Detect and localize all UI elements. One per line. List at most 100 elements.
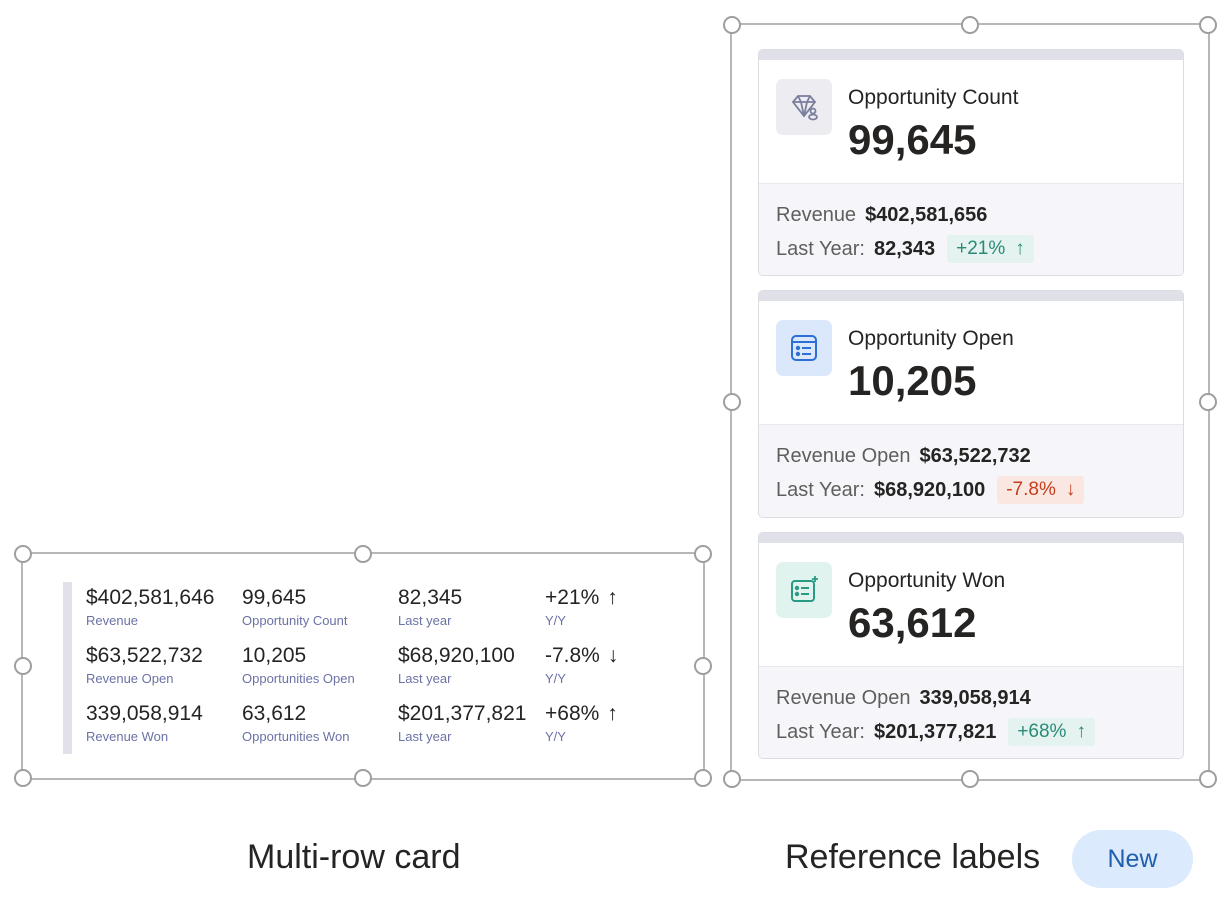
- reference-value: 82,343: [873, 237, 936, 260]
- arrow-up-icon: ↑: [607, 702, 618, 725]
- yoy-value: +21%: [545, 586, 600, 609]
- trend-badge: +68% ↑: [1008, 718, 1095, 746]
- reference-caption: Reference labels: [785, 838, 1041, 876]
- last-year-label: Last year: [398, 613, 452, 628]
- reference-line: Last Year: $201,377,821 +68% ↑: [776, 715, 1166, 749]
- kpi-card[interactable]: Opportunity Count 99,645 Revenue $402,58…: [758, 49, 1184, 276]
- last-year-label: Last year: [398, 671, 452, 686]
- card-title: Opportunity Won: [848, 569, 1006, 592]
- card-accent-bar: [759, 533, 1183, 543]
- revenue-cell: $402,581,646 Revenue: [86, 586, 214, 628]
- last-year-cell: 82,345 Last year: [398, 586, 462, 628]
- reference-label: Last Year:: [776, 237, 865, 260]
- resize-handle-top-left[interactable]: [14, 545, 32, 563]
- resize-handle-top-left[interactable]: [723, 16, 741, 34]
- yoy-cell: -7.8% ↓ Y/Y: [545, 644, 618, 686]
- count-label: Opportunity Count: [242, 613, 348, 628]
- reference-label: Revenue: [776, 203, 857, 226]
- arrow-down-icon: ↓: [1065, 479, 1076, 500]
- arrow-up-icon: ↑: [1015, 238, 1025, 259]
- yoy-cell: +21% ↑ Y/Y: [545, 586, 618, 628]
- kpi-card[interactable]: Opportunity Open 10,205 Revenue Open $63…: [758, 290, 1184, 518]
- reference-line: Last Year: 82,343 +21% ↑: [776, 232, 1166, 266]
- kpi-card[interactable]: Opportunity Won 63,612 Revenue Open 339,…: [758, 532, 1184, 759]
- trend-badge: -7.8% ↓: [997, 476, 1085, 504]
- card-header: Opportunity Won 63,612: [759, 543, 1183, 666]
- revenue-value: 339,058,914: [86, 702, 203, 725]
- card-header: Opportunity Open 10,205: [759, 301, 1183, 424]
- resize-handle-top[interactable]: [354, 545, 372, 563]
- last-year-cell: $68,920,100 Last year: [398, 644, 515, 686]
- revenue-label: Revenue Won: [86, 729, 169, 744]
- multirow-card-visual[interactable]: $402,581,646 Revenue 99,645 Opportunity …: [14, 545, 712, 787]
- resize-handle-bottom-left[interactable]: [723, 770, 741, 788]
- last-year-value: 82,345: [398, 586, 463, 609]
- reference-labels: Revenue $402,581,656 Last Year: 82,343 +…: [759, 183, 1183, 275]
- count-label: Opportunities Won: [242, 729, 350, 744]
- yoy-label: Y/Y: [545, 613, 566, 628]
- count-cell: 63,612 Opportunities Won: [242, 702, 349, 744]
- reference-value: $402,581,656: [865, 203, 988, 226]
- reference-value: $68,920,100: [873, 478, 986, 501]
- revenue-value: $402,581,646: [86, 586, 215, 609]
- reference-value: $201,377,821: [873, 720, 997, 743]
- count-cell: 99,645 Opportunity Count: [242, 586, 348, 628]
- yoy-label: Y/Y: [545, 671, 566, 686]
- reference-line: Revenue Open 339,058,914: [776, 681, 1166, 715]
- last-year-label: Last year: [398, 729, 452, 744]
- last-year-cell: $201,377,821 Last year: [398, 702, 526, 744]
- list-icon: [776, 320, 832, 376]
- accent-bar: [63, 582, 72, 754]
- reference-line: Revenue Open $63,522,732: [776, 439, 1166, 473]
- badge-percent: +21%: [956, 238, 1006, 259]
- card-header: Opportunity Count 99,645: [759, 60, 1183, 183]
- reference-label: Last Year:: [776, 720, 865, 743]
- reference-labels: Revenue Open 339,058,914 Last Year: $201…: [759, 666, 1183, 758]
- resize-handle-bottom-right[interactable]: [694, 769, 712, 787]
- card-accent-bar: [759, 291, 1183, 301]
- revenue-cell: $63,522,732 Revenue Open: [86, 644, 203, 686]
- card-value: 10,205: [848, 357, 977, 404]
- card-accent-bar: [759, 50, 1183, 60]
- reference-labels-visual[interactable]: Opportunity Count 99,645 Revenue $402,58…: [723, 16, 1217, 788]
- yoy-cell: +68% ↑ Y/Y: [545, 702, 618, 744]
- new-badge: New: [1072, 830, 1193, 888]
- card-value: 63,612: [848, 599, 977, 646]
- multirow-caption: Multi-row card: [247, 838, 461, 876]
- resize-handle-top-right[interactable]: [1199, 16, 1217, 34]
- resize-handle-right[interactable]: [694, 657, 712, 675]
- count-cell: 10,205 Opportunities Open: [242, 644, 355, 686]
- last-year-value: $201,377,821: [398, 702, 527, 725]
- yoy-label: Y/Y: [545, 729, 566, 744]
- arrow-down-icon: ↓: [607, 644, 619, 667]
- reference-label: Last Year:: [776, 478, 865, 501]
- count-value: 63,612: [242, 702, 307, 725]
- resize-handle-bottom[interactable]: [961, 770, 979, 788]
- reference-labels: Revenue Open $63,522,732 Last Year: $68,…: [759, 424, 1183, 517]
- card-title: Opportunity Count: [848, 86, 1019, 109]
- resize-handle-top-right[interactable]: [694, 545, 712, 563]
- arrow-up-icon: ↑: [607, 586, 618, 609]
- yoy-value: -7.8%: [545, 644, 600, 667]
- revenue-label: Revenue Open: [86, 671, 174, 686]
- badge-percent: -7.8%: [1006, 479, 1056, 500]
- resize-handle-right[interactable]: [1199, 393, 1217, 411]
- card-value: 99,645: [848, 116, 977, 163]
- count-label: Opportunities Open: [242, 671, 355, 686]
- resize-handle-left[interactable]: [723, 393, 741, 411]
- resize-handle-bottom-right[interactable]: [1199, 770, 1217, 788]
- reference-line: Revenue $402,581,656: [776, 198, 1166, 232]
- diamond-icon: [776, 79, 832, 135]
- resize-handle-left[interactable]: [14, 657, 32, 675]
- trend-badge: +21% ↑: [947, 235, 1034, 263]
- revenue-cell: 339,058,914 Revenue Won: [86, 702, 203, 744]
- count-value: 10,205: [242, 644, 307, 667]
- resize-handle-top[interactable]: [961, 16, 979, 34]
- sparkle-list-icon: [776, 562, 832, 618]
- reference-value: 339,058,914: [919, 686, 1031, 709]
- resize-handle-bottom-left[interactable]: [14, 769, 32, 787]
- arrow-up-icon: ↑: [1076, 721, 1086, 742]
- count-value: 99,645: [242, 586, 307, 609]
- resize-handle-bottom[interactable]: [354, 769, 372, 787]
- card-title: Opportunity Open: [848, 327, 1014, 350]
